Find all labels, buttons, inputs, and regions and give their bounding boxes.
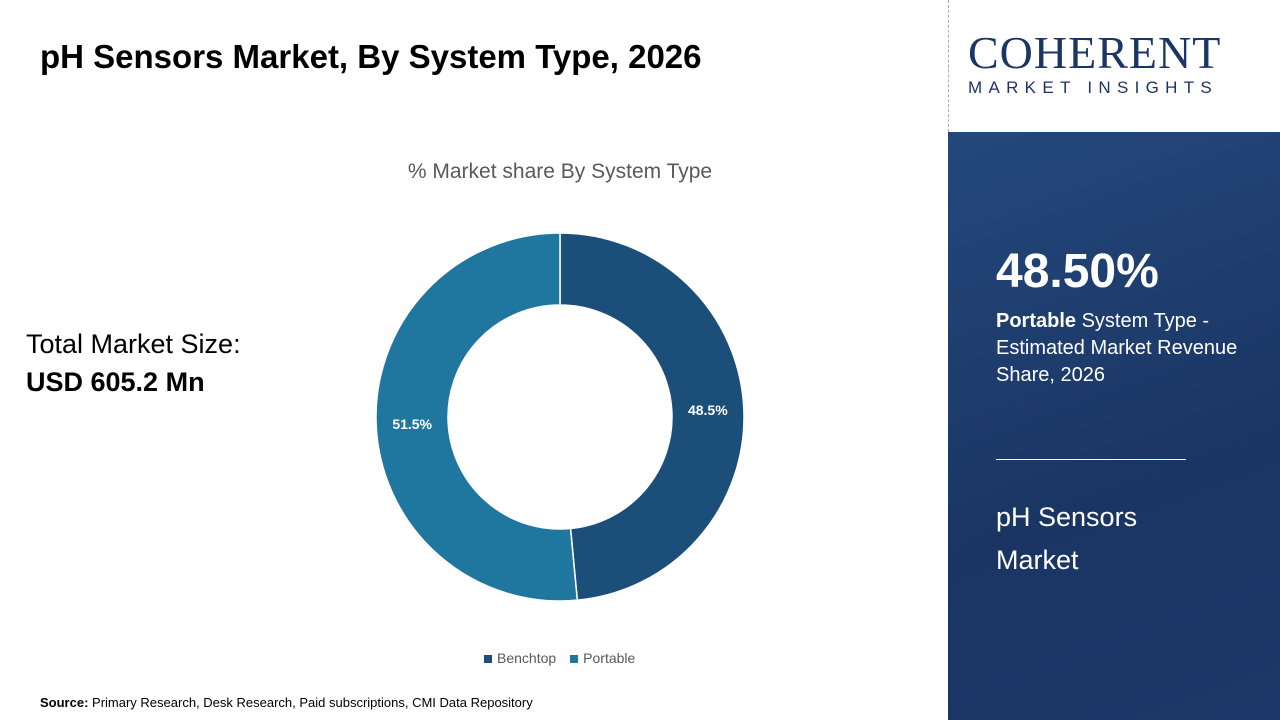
highlight-description: Portable System Type - Estimated Market … [996,308,1246,389]
donut-chart: 48.5% 51.5% [375,232,745,602]
page-title: pH Sensors Market, By System Type, 2026 [40,38,702,75]
logo-tagline: MARKET INSIGHTS [968,78,1219,97]
slice-portable [375,232,579,602]
legend-label: Benchtop [497,650,557,666]
divider [948,0,949,132]
logo: COHERENT MARKET INSIGHTS [968,30,1268,98]
legend-item-benchtop: Benchtop [484,650,556,666]
data-label-benchtop: 48.5% [688,402,728,418]
legend-swatch [570,655,579,663]
total-value: USD 605.2 Mn [26,367,205,397]
total-label: Total Market Size: [26,329,241,359]
source-label: Source: [40,695,89,710]
source-note: Source: Primary Research, Desk Research,… [40,695,533,710]
chart-title: % Market share By System Type [407,160,713,183]
legend: Benchtop Portable [484,650,635,666]
highlight-segment: Portable [996,310,1077,332]
highlight-value: 48.50% [996,245,1159,298]
source-text: Primary Research, Desk Research, Paid su… [88,695,533,710]
legend-item-portable: Portable [570,650,635,666]
panel-divider [996,459,1186,460]
data-label-portable: 51.5% [392,416,432,432]
total-market-size: Total Market Size: USD 605.2 Mn [26,325,241,401]
slice-benchtop [559,232,745,602]
highlight-text: System Type - Estimated Market Revenue S… [996,310,1238,386]
logo-wordmark: COHERENT [968,27,1222,78]
legend-swatch [484,655,492,663]
legend-label: Portable [583,650,636,666]
market-name: pH Sensors Market [996,502,1138,575]
highlight-panel: 48.50% Portable System Type - Estimated … [948,132,1280,720]
